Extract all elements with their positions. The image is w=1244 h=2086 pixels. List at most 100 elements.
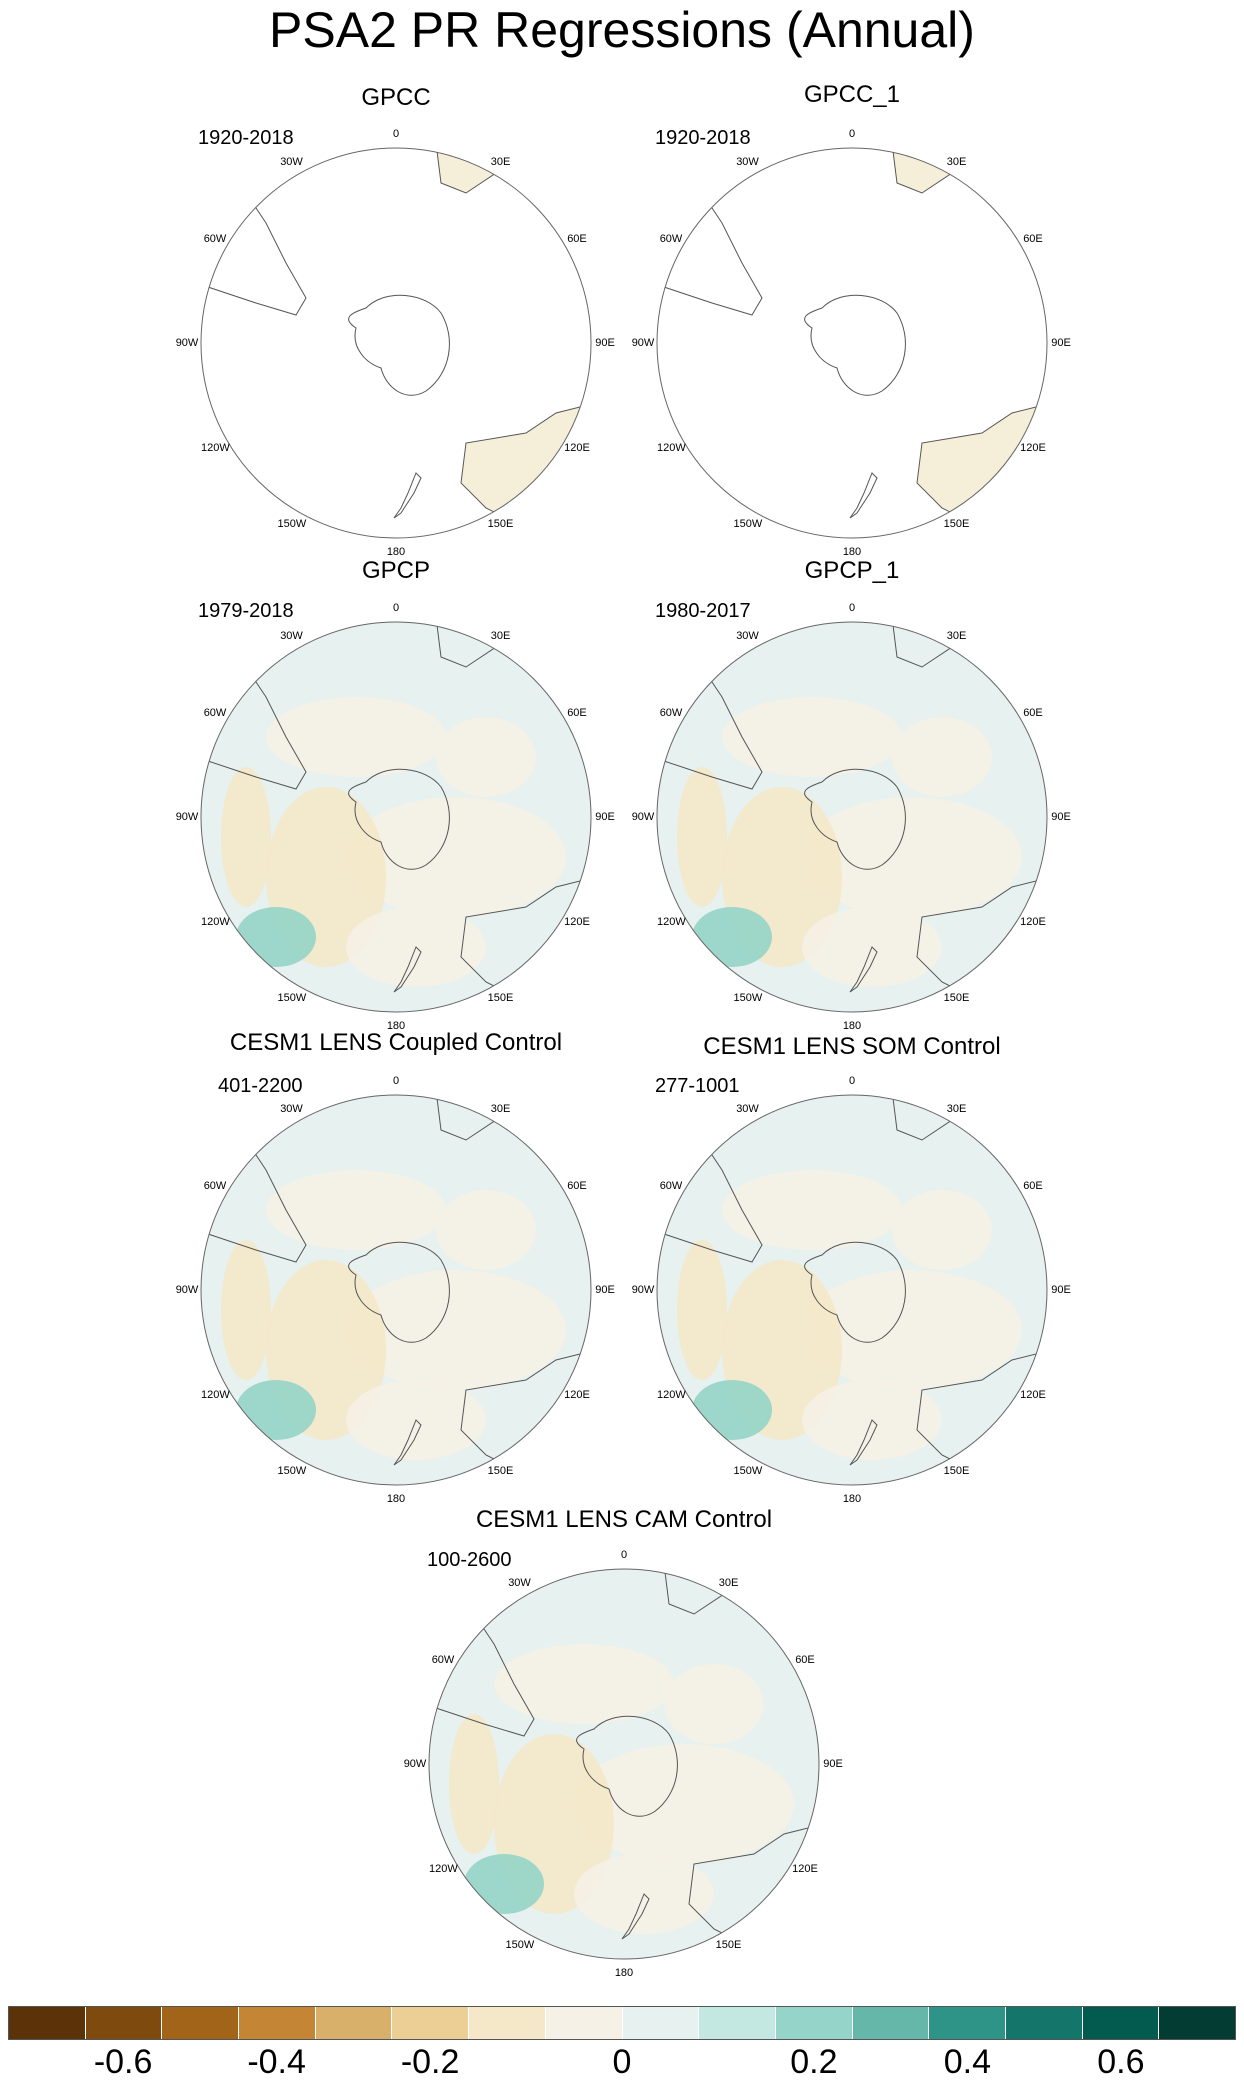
longitude-label: 180	[842, 546, 862, 558]
south-america-coastline	[201, 1139, 307, 1263]
panel-title-gpcp-1: GPCP_1	[804, 557, 900, 584]
longitude-label: 120W	[657, 441, 686, 454]
colorbar-box	[545, 2007, 623, 2039]
longitude-label: 30E	[490, 156, 511, 168]
longitude-label: 0	[848, 1075, 856, 1087]
colorbar-box	[699, 2007, 776, 2039]
polar-map-cesm1-lens-som-control	[656, 1094, 1048, 1486]
longitude-label: 180	[614, 1967, 634, 1979]
polar-map-gpcp	[200, 621, 592, 1013]
longitude-label: 30E	[946, 1103, 967, 1115]
longitude-label: 60W	[203, 706, 227, 719]
anomaly-region	[677, 1240, 727, 1380]
antarctica-coastline	[804, 768, 906, 870]
colorbar-tick-label: -0.4	[247, 2043, 306, 2081]
anomaly-region	[664, 1664, 764, 1744]
longitude-label: 120E	[792, 1862, 818, 1875]
longitude-label: 90E	[595, 811, 615, 823]
antarctica-coastline	[348, 768, 450, 870]
anomaly-region	[266, 697, 446, 777]
colorbar-box	[775, 2007, 853, 2039]
longitude-label: 90W	[631, 811, 655, 823]
new-zealand-coastline	[849, 472, 878, 519]
anomaly-region	[266, 1170, 446, 1250]
longitude-label: 30E	[946, 156, 967, 168]
longitude-label: 60E	[1023, 232, 1043, 245]
longitude-label: 90W	[403, 1758, 427, 1770]
panel-period: 401-2200	[218, 1075, 303, 1097]
longitude-label: 150W	[277, 991, 307, 1004]
longitude-label: 90E	[823, 1758, 843, 1770]
anomaly-region	[802, 1270, 1022, 1390]
anomaly-region	[346, 1270, 566, 1390]
anomaly-region	[722, 697, 902, 777]
longitude-label: 180	[842, 1493, 862, 1505]
longitude-label: 0	[848, 128, 856, 140]
panel-period: 1920-2018	[655, 127, 751, 149]
longitude-label: 180	[386, 1493, 406, 1505]
antarctica-coastline	[804, 1241, 906, 1343]
colorbar-box	[239, 2007, 316, 2039]
longitude-label: 120W	[429, 1862, 458, 1875]
longitude-label: 60W	[203, 1179, 227, 1192]
longitude-label: 150W	[277, 517, 307, 530]
longitude-label: 150E	[487, 1464, 514, 1477]
south-america-coastline	[201, 666, 307, 790]
longitude-label: 60E	[1023, 1179, 1043, 1192]
colorbar-tick-label: 0	[612, 2043, 632, 2081]
antarctica-coastline	[804, 294, 906, 396]
longitude-label: 90W	[175, 337, 199, 349]
longitude-label: 60W	[203, 232, 227, 245]
anomaly-region	[464, 1854, 544, 1914]
longitude-label: 60E	[567, 232, 587, 245]
anomaly-region	[436, 1190, 536, 1270]
longitude-label: 30W	[508, 1577, 531, 1589]
longitude-label: 120W	[657, 915, 686, 928]
longitude-label: 30E	[718, 1577, 739, 1589]
anomaly-region	[436, 717, 536, 797]
longitude-label: 180	[386, 1020, 406, 1032]
new-zealand-coastline	[393, 472, 422, 519]
south-america-coastline	[657, 666, 763, 790]
map-boundary	[200, 1094, 592, 1486]
colorbar-box	[469, 2007, 546, 2039]
panel-period: 277-1001	[655, 1075, 740, 1097]
polar-map-cesm1-lens-coupled-control	[200, 1094, 592, 1486]
anomaly-region	[236, 1380, 316, 1440]
longitude-label: 60W	[659, 232, 683, 245]
figure-title: PSA2 PR Regressions (Annual)	[269, 2, 975, 58]
longitude-label: 90W	[175, 1284, 199, 1296]
longitude-label: 120E	[564, 915, 590, 928]
longitude-label: 150W	[733, 1464, 763, 1477]
longitude-label: 90W	[631, 337, 655, 349]
colorbar	[8, 2006, 1236, 2040]
south-america-coastline	[657, 192, 763, 316]
longitude-label: 150E	[487, 991, 514, 1004]
longitude-label: 150E	[487, 517, 514, 530]
colorbar-box	[1082, 2007, 1160, 2039]
map-boundary	[200, 621, 592, 1013]
colorbar-box	[1005, 2007, 1083, 2039]
colorbar-tick-label: -0.2	[400, 2043, 460, 2081]
colorbar-box	[85, 2007, 163, 2039]
longitude-label: 0	[392, 128, 400, 140]
longitude-label: 60E	[795, 1653, 815, 1666]
longitude-label: 150W	[505, 1938, 535, 1951]
colorbar-box	[392, 2007, 470, 2039]
anomaly-region	[494, 1644, 674, 1724]
new-zealand-coastline	[849, 1419, 878, 1466]
new-zealand-coastline	[393, 1419, 422, 1466]
panel-title-cesm1-lens-som-control: CESM1 LENS SOM Control	[703, 1033, 1001, 1060]
longitude-label: 90E	[595, 337, 615, 349]
anomaly-region	[892, 1190, 992, 1270]
longitude-label: 120E	[1020, 1388, 1046, 1401]
longitude-label: 0	[620, 1549, 628, 1561]
new-zealand-coastline	[393, 946, 422, 993]
longitude-label: 180	[386, 546, 406, 558]
longitude-label: 90E	[595, 1284, 615, 1296]
anomaly-region	[221, 1240, 271, 1380]
anomaly-region	[221, 767, 271, 907]
polar-map-gpcc	[200, 147, 592, 539]
anomaly-region	[574, 1744, 794, 1864]
antarctica-coastline	[348, 1241, 450, 1343]
